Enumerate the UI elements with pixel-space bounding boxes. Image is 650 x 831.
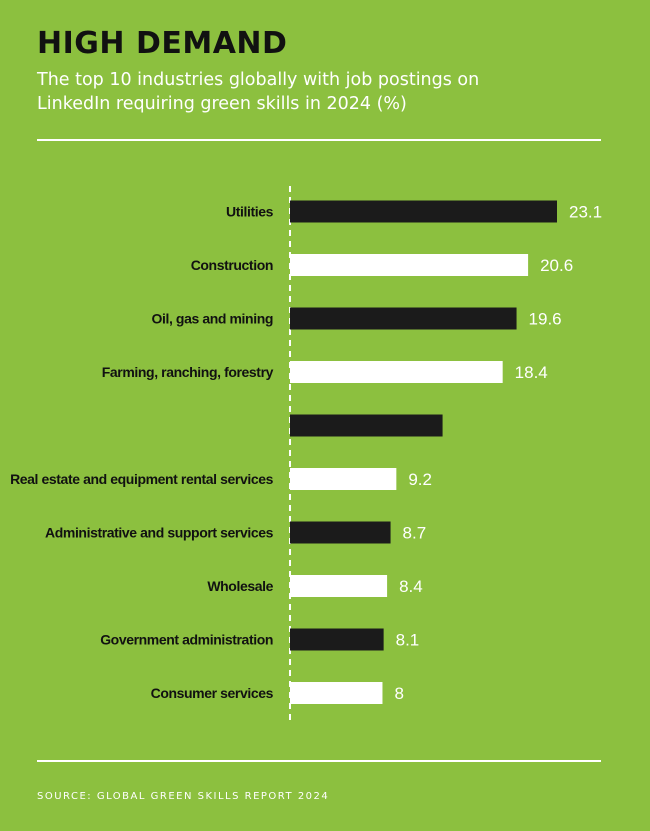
bottom-divider: [37, 760, 601, 762]
value-label: 18.4: [515, 363, 548, 382]
bar-0: [290, 200, 557, 223]
category-label: Wholesale: [207, 578, 273, 594]
source-note: SOURCE: GLOBAL GREEN SKILLS REPORT 2024: [37, 791, 330, 802]
chart-subtitle: The top 10 industries globally with job …: [37, 70, 480, 114]
bar-1: [290, 254, 529, 276]
category-label: Real estate and equipment rental service…: [10, 471, 274, 487]
bar-3: [290, 361, 503, 383]
bar-5: [290, 468, 397, 490]
category-label: Consumer services: [151, 685, 274, 701]
value-label: 8: [394, 684, 403, 703]
chart-title: HIGH DEMAND: [37, 26, 288, 61]
category-label: Construction: [191, 257, 273, 273]
bar-4: [290, 414, 443, 437]
category-label: Government administration: [100, 632, 273, 648]
bar-chart: Utilities Construction Oil, gas and mining…: [10, 186, 602, 723]
value-label: 19.6: [529, 310, 562, 329]
value-label: 8.4: [399, 577, 423, 596]
category-label: Administrative and support services: [45, 525, 274, 541]
bar-8: [290, 628, 384, 651]
category-label: Oil, gas and mining: [151, 311, 273, 327]
category-label: Farming, ranching, forestry: [102, 364, 274, 380]
bar-2: [290, 307, 517, 330]
value-label: 23.1: [569, 203, 602, 222]
value-label: 20.6: [540, 256, 573, 275]
bar-6: [290, 521, 391, 544]
top-divider: [37, 139, 601, 141]
value-label: 8.1: [396, 631, 420, 650]
bar-7: [290, 575, 388, 597]
value-label: 9.2: [408, 470, 432, 489]
bar-9: [290, 682, 383, 704]
value-label: 8.7: [403, 524, 427, 543]
category-labels-group: Utilities Construction Oil, gas and mining…: [10, 204, 274, 702]
bars-group: [290, 200, 557, 704]
category-label: Utilities: [226, 204, 274, 220]
value-labels-group: 23.1 20.6 19.6 18.4 9.2 8.7 8.4 8.1 8: [394, 203, 602, 704]
